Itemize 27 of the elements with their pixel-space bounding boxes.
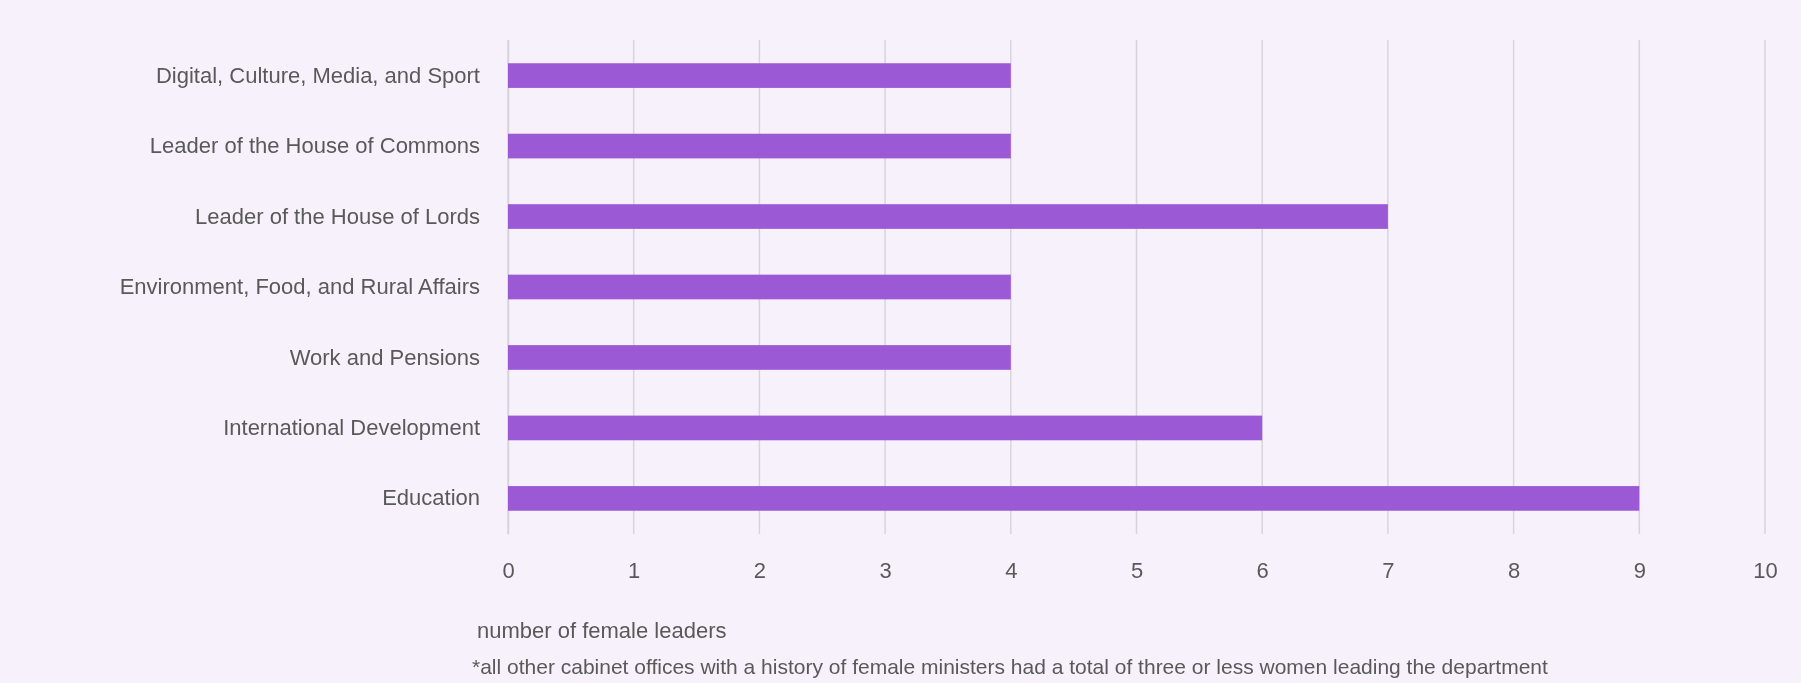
bar [508,415,1263,441]
x-tick-label: 10 [1753,557,1778,583]
x-tick-label: 1 [628,557,641,583]
x-tick-label: 7 [1382,557,1395,583]
bar [508,274,1011,300]
text: *all other cabinet offices with a history of female ministers had a total of three or less women leading the department [472,655,1549,678]
y-tick-label: Environment, Food, and Rural Affairs [119,274,480,300]
x-tick-label: 3 [879,557,892,583]
y-tick-label: Digital, Culture, Media, and Sport [155,62,480,88]
y-tick-label: Work and Pensions [289,344,480,370]
bar [508,345,1011,370]
x-tick-label: 8 [1507,557,1521,583]
x-tick-label: 4 [1005,557,1018,583]
x-tick-label: 9 [1633,557,1646,583]
y-tick-label: Leader of the House of Commons [149,133,480,159]
y-tick-label: International Development [223,414,480,440]
x-tick-label: 5 [1130,557,1144,583]
x-tick-label: 2 [753,557,767,583]
y-tick-label: Education [382,485,480,511]
bar [508,486,1640,511]
bar [508,63,1011,88]
x-axis-title: number of female leaders [477,618,727,643]
y-tick-label: Leader of the House of Lords [195,203,480,229]
bar [508,133,1011,159]
bar [508,204,1388,229]
x-tick-label: 6 [1256,557,1269,583]
x-tick-label: 0 [502,557,515,583]
